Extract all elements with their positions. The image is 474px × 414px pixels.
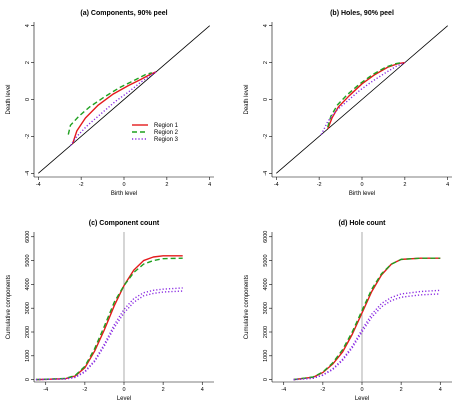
x-tick-label: 4: [439, 387, 442, 393]
series-line-region-2: [293, 257, 441, 381]
x-tick-label: 0: [122, 182, 125, 188]
y-tick-label: 0: [25, 98, 31, 101]
y-axis-label: Death level: [6, 84, 12, 114]
series-line-region-3: [69, 71, 157, 147]
series-line-region-3: [293, 293, 441, 381]
y-axis-label: Cumulative components: [244, 275, 250, 339]
y-tick-label: 6000: [25, 231, 31, 243]
series-line-region-1: [71, 71, 157, 145]
x-tick-label: 4: [208, 182, 211, 188]
legend-label: Region 3: [154, 137, 179, 143]
series-line-region-3: [35, 287, 183, 381]
x-axis-label: Level: [117, 396, 131, 402]
x-tick-label: 0: [360, 182, 363, 188]
y-tick-label: 5000: [25, 254, 31, 266]
y-tick-label: -4: [25, 171, 31, 176]
series-line-region-2: [35, 257, 183, 381]
y-tick-label: 4: [263, 24, 269, 27]
series-line-region-1: [293, 257, 441, 381]
y-tick-label: 1000: [263, 350, 269, 362]
panel-title: (b) Holes, 90% peel: [330, 10, 394, 17]
y-axis-label: Death level: [244, 84, 250, 114]
x-tick-label: 4: [446, 182, 449, 188]
y-tick-label: 0: [25, 378, 31, 381]
y-tick-label: -4: [263, 171, 269, 176]
panel-title: (a) Components, 90% peel: [80, 10, 167, 17]
x-axis-label: Birth level: [111, 191, 137, 197]
y-tick-label: 2: [263, 61, 269, 64]
y-tick-label: 0: [263, 98, 269, 101]
panel-b: (b) Holes, 90% peel -4 -2 0 2 4 -4 -2 0 2 4 Birth l…: [244, 10, 452, 197]
y-tick-label: 2: [25, 61, 31, 64]
legend-label: Region 1: [154, 123, 179, 129]
x-tick-label: -4: [274, 182, 279, 188]
x-tick-label: -2: [320, 387, 325, 393]
y-axis-label: Cumulative components: [6, 275, 12, 339]
y-tick-label: -2: [263, 134, 269, 139]
y-tick-label: 3000: [263, 302, 269, 314]
series-line-region-2: [67, 72, 153, 135]
series-line-region-3: [293, 289, 441, 381]
series-line-region-1: [327, 61, 405, 130]
y-tick-label: -2: [25, 134, 31, 139]
x-tick-label: -2: [79, 182, 84, 188]
panel-title: (d) Hole count: [338, 220, 386, 227]
x-tick-label: -4: [281, 387, 286, 393]
y-tick-label: 4000: [25, 278, 31, 290]
series-line-region-1: [35, 255, 183, 381]
x-tick-label: 2: [400, 387, 403, 393]
x-tick-label: -4: [36, 182, 41, 188]
panel-c: (c) Component count -4 -2 0 2 4 0 1000 2000 3000 4…: [6, 220, 214, 402]
y-tick-label: 6000: [263, 231, 269, 243]
y-tick-label: 4000: [263, 278, 269, 290]
y-tick-label: 4: [25, 24, 31, 27]
x-tick-label: 0: [122, 387, 125, 393]
y-tick-label: 2000: [25, 326, 31, 338]
x-tick-label: 2: [162, 387, 165, 393]
x-tick-label: -2: [82, 387, 87, 393]
legend-label: Region 2: [154, 130, 179, 136]
x-tick-label: 2: [165, 182, 168, 188]
series-line-region-2: [327, 61, 403, 128]
x-tick-label: 4: [201, 387, 204, 393]
y-tick-label: 0: [263, 378, 269, 381]
panel-d: (d) Hole count -4 -2 0 2 4 0 1000 2000 3000 4000 50…: [244, 220, 452, 402]
x-tick-label: -2: [317, 182, 322, 188]
diagonal-line: [276, 25, 448, 174]
y-tick-label: 3000: [25, 302, 31, 314]
panel-a: (a) Components, 90% peel -4 -2 0 2 4 -4 -2 0 2 4 Bi…: [6, 10, 214, 197]
y-tick-label: 5000: [263, 254, 269, 266]
x-tick-label: 2: [403, 182, 406, 188]
panel-title: (c) Component count: [89, 220, 160, 227]
x-tick-label: -4: [43, 387, 48, 393]
y-tick-label: 1000: [25, 350, 31, 362]
x-axis-label: Birth level: [349, 191, 375, 197]
y-tick-label: 2000: [263, 326, 269, 338]
diagonal-line: [38, 25, 210, 174]
x-axis-label: Level: [355, 396, 369, 402]
x-tick-label: 0: [360, 387, 363, 393]
series-line-region-3: [35, 290, 183, 381]
